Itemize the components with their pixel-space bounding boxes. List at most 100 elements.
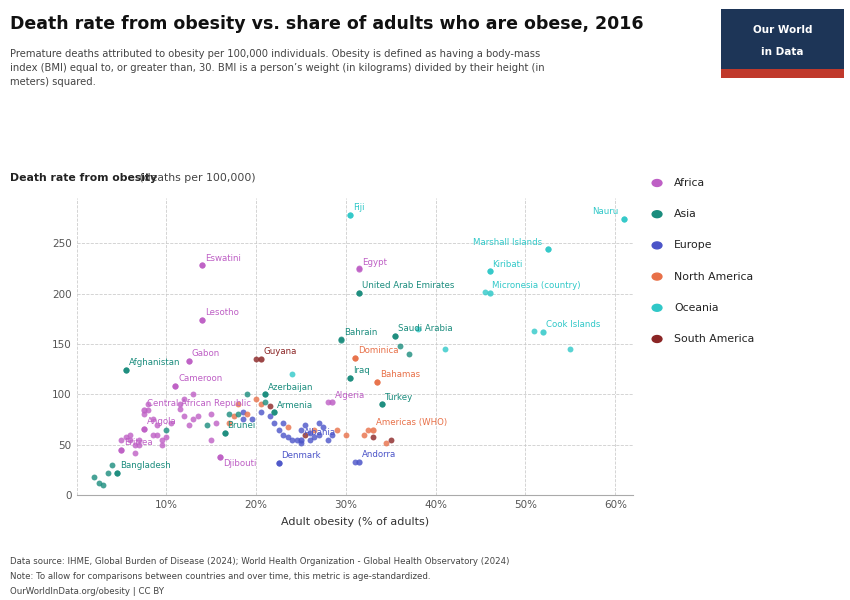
Point: [128, 448, 142, 458]
FancyBboxPatch shape: [721, 9, 844, 78]
Text: Cook Islands: Cook Islands: [547, 320, 601, 329]
Point: [438, 344, 451, 354]
Point: [258, 398, 272, 407]
Point: [276, 418, 290, 427]
Point: [263, 401, 276, 411]
Text: Lesotho: Lesotho: [205, 308, 239, 317]
Point: [101, 468, 115, 478]
Point: [241, 410, 254, 419]
Text: North America: North America: [674, 272, 753, 281]
Point: [267, 407, 280, 417]
Text: Turkey: Turkey: [384, 392, 413, 401]
Point: [258, 389, 272, 399]
X-axis label: Adult obesity (% of adults): Adult obesity (% of adults): [280, 517, 429, 527]
Point: [483, 288, 496, 298]
Text: (deaths per 100,000): (deaths per 100,000): [136, 173, 256, 183]
Point: [213, 452, 227, 461]
Point: [298, 420, 312, 430]
Point: [218, 428, 231, 437]
Point: [223, 410, 236, 419]
Point: [276, 430, 290, 439]
Point: [361, 425, 375, 434]
Point: [160, 425, 173, 434]
Point: [133, 440, 146, 449]
Point: [249, 395, 263, 404]
Point: [123, 435, 137, 445]
Point: [617, 214, 631, 224]
Text: Bahrain: Bahrain: [344, 328, 377, 337]
Point: [235, 407, 249, 417]
Text: South America: South America: [674, 334, 754, 344]
Point: [388, 331, 402, 341]
Text: Algeria: Algeria: [335, 391, 366, 400]
Point: [375, 400, 388, 409]
Point: [536, 327, 550, 337]
Text: Central African Republic: Central African Republic: [147, 398, 251, 407]
Point: [137, 406, 150, 415]
Point: [182, 356, 196, 366]
Point: [186, 415, 200, 424]
Point: [196, 315, 209, 325]
Point: [348, 353, 362, 363]
Point: [541, 245, 555, 254]
Point: [231, 400, 245, 409]
Point: [196, 260, 209, 270]
Point: [115, 445, 128, 454]
Point: [119, 365, 133, 375]
Point: [317, 422, 331, 431]
Point: [388, 331, 402, 341]
Point: [303, 428, 317, 437]
Point: [92, 478, 105, 488]
Point: [371, 377, 384, 387]
Text: Gabon: Gabon: [191, 349, 220, 358]
Point: [231, 410, 245, 419]
Point: [150, 420, 164, 430]
Text: Our World: Our World: [752, 25, 812, 35]
Point: [110, 468, 124, 478]
Text: Africa: Africa: [674, 178, 706, 188]
Point: [326, 430, 339, 439]
Point: [375, 400, 388, 409]
Point: [186, 389, 200, 399]
Point: [366, 425, 380, 434]
Point: [379, 438, 393, 448]
Point: [308, 432, 321, 442]
Text: Data source: IHME, Global Burden of Disease (2024); World Health Organization - : Data source: IHME, Global Burden of Dise…: [10, 557, 509, 566]
Point: [254, 407, 268, 417]
Point: [411, 324, 424, 334]
Text: Dominica: Dominica: [358, 346, 398, 355]
Point: [528, 326, 541, 335]
Point: [258, 389, 272, 399]
Point: [312, 418, 326, 427]
Point: [178, 412, 191, 421]
Text: Djibouti: Djibouti: [223, 459, 257, 468]
Point: [339, 430, 353, 439]
Point: [280, 432, 294, 442]
Point: [168, 382, 182, 391]
Text: Europe: Europe: [674, 241, 712, 250]
Point: [191, 412, 205, 421]
Text: in Data: in Data: [761, 47, 803, 57]
Point: [182, 420, 196, 430]
FancyBboxPatch shape: [721, 69, 844, 78]
Point: [245, 415, 258, 424]
Point: [335, 335, 348, 345]
Text: Eswatini: Eswatini: [205, 254, 241, 263]
Point: [173, 400, 186, 409]
Point: [384, 435, 398, 445]
Point: [218, 428, 231, 437]
Point: [280, 422, 294, 431]
Point: [348, 457, 362, 467]
Text: Eritrea: Eritrea: [124, 438, 153, 447]
Point: [123, 430, 137, 439]
Point: [204, 410, 218, 419]
Text: Fiji: Fiji: [353, 203, 365, 212]
Point: [330, 425, 343, 434]
Point: [483, 266, 496, 276]
Text: Death rate from obesity: Death rate from obesity: [10, 173, 157, 183]
Point: [294, 435, 308, 445]
Point: [564, 344, 577, 354]
Point: [267, 418, 280, 427]
Point: [272, 458, 286, 467]
Point: [146, 430, 160, 439]
